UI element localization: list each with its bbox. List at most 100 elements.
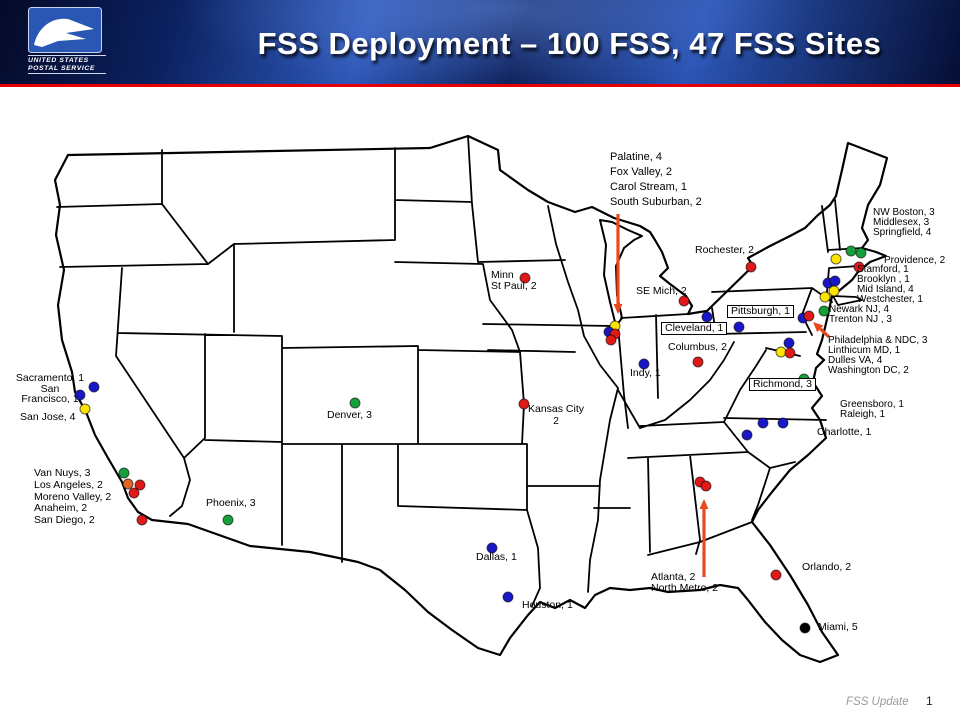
site-label-line: Middlesex, 3 — [873, 217, 930, 228]
site-label-charlotte: Charlotte, 1 — [817, 427, 871, 438]
site-dot-new-york — [819, 291, 831, 303]
site-label-line: North Metro, 2 — [651, 582, 719, 594]
site-label-line: South Suburban, 2 — [610, 196, 702, 208]
site-label-san-jose: San Jose, 4 — [20, 412, 75, 423]
site-dot-socal — [122, 478, 134, 490]
site-dot-sacramento-sf — [74, 389, 86, 401]
site-label-line: Atlanta, 2 — [651, 571, 696, 583]
site-label-line: Springfield, 4 — [873, 227, 932, 238]
site-dot-phoenix — [222, 514, 234, 526]
site-dot-chicago — [605, 334, 617, 346]
site-dot-sacramento-sf — [88, 381, 100, 393]
site-label-houston: Houston, 1 — [522, 600, 573, 611]
callout-arrow-philly-dc — [813, 322, 824, 333]
us-outline — [53, 134, 889, 664]
site-dots — [74, 245, 867, 634]
site-label-sacramento-sf: Sacramento, 1 San Francisco, 1 — [16, 373, 84, 405]
site-label-new-jersey: Newark NJ, 4 Trenton NJ , 3 — [829, 305, 892, 325]
site-dot-san-jose — [79, 403, 91, 415]
site-dot-boston — [855, 247, 867, 259]
site-dot-greensboro-raleigh — [757, 417, 769, 429]
long-island — [832, 295, 863, 306]
site-label-line: Moreno Valley, 2 — [34, 490, 112, 503]
site-dot-philly-dc — [803, 310, 815, 322]
site-label-line: Pittsburgh, 1 — [731, 305, 790, 317]
site-label-line: Dulles VA, 4 — [828, 355, 883, 366]
site-label-line: Philadelphia & NDC, 3 — [828, 335, 928, 346]
site-label-chicago: Palatine, 4 Fox Valley, 2 Carol Stream, 1 S… — [610, 150, 702, 210]
site-label-line: Washington DC, 2 — [828, 365, 909, 376]
site-label-indy: Indy, 1 — [630, 368, 661, 379]
callout-arrow-chicago — [613, 304, 623, 314]
site-dot-socal — [118, 467, 130, 479]
site-label-socal: Van Nuys, 3 Los Angeles, 2 Moreno Valley, … — [34, 467, 112, 527]
site-label-line: SE Mich, 2 — [636, 285, 687, 297]
site-label-line: Van Nuys, 3 — [34, 467, 91, 479]
site-dot-new-york — [828, 285, 840, 297]
site-dot-orlando — [770, 569, 782, 581]
site-label-orlando: Orlando, 2 — [802, 562, 851, 573]
site-label-se-michigan: SE Mich, 2 — [636, 286, 687, 297]
site-dot-rochester — [745, 261, 757, 273]
site-label-greensboro-raleigh: Greensboro, 1 Raleigh, 1 — [840, 400, 904, 420]
usps-eagle-icon — [28, 7, 102, 53]
site-dot-miami — [799, 622, 811, 634]
footer-page-number: 1 — [926, 694, 933, 708]
site-dot-houston — [502, 591, 514, 603]
site-dot-greensboro-raleigh — [777, 417, 789, 429]
site-label-rochester: Rochester, 2 — [695, 245, 754, 256]
site-label-philly-dc: Philadelphia & NDC, 3 Linthicum MD, 1 Dull… — [828, 336, 928, 376]
site-label-line: Cleveland, 1 — [665, 322, 724, 334]
site-label-phoenix: Phoenix, 3 — [206, 498, 256, 509]
site-label-pittsburgh: Pittsburgh, 1 — [727, 305, 794, 318]
site-label-line: Indy, 1 — [630, 367, 661, 379]
site-label-line: Francisco, 1 — [21, 393, 79, 405]
site-dot-socal — [136, 514, 148, 526]
site-label-dallas: Dallas, 1 — [476, 552, 517, 563]
site-label-line: Minn — [491, 269, 514, 281]
slide-header: UNITED STATES POSTAL SERVICE FSS Deploym… — [0, 0, 960, 87]
footer-doc-label: FSS Update — [846, 696, 909, 708]
site-label-line: Greensboro, 1 — [840, 399, 904, 410]
site-dot-socal — [128, 487, 140, 499]
site-label-line: Carol Stream, 1 — [610, 181, 688, 193]
site-label-line: San Diego, 2 — [34, 514, 95, 527]
callout-arrow-atlanta — [699, 499, 709, 509]
site-label-line: San — [40, 382, 60, 395]
site-label-line: St Paul, 2 — [491, 280, 537, 292]
usps-wordmark: UNITED STATES POSTAL SERVICE — [28, 55, 106, 74]
header-rule — [0, 84, 960, 87]
usps-logo: UNITED STATES POSTAL SERVICE — [28, 7, 106, 74]
site-label-providence: Providence, 2 — [884, 255, 945, 266]
site-dot-dallas — [486, 542, 498, 554]
site-label-line: Kansas City — [527, 403, 585, 415]
site-label-line: Raleigh, 1 — [840, 409, 886, 420]
site-label-line: Sacramento, 1 — [15, 372, 85, 384]
callout-arrows — [613, 214, 831, 577]
site-label-line: Mid Island, 4 — [857, 284, 914, 295]
site-label-line: Fox Valley, 2 — [610, 166, 672, 178]
site-dot-new-jersey — [818, 305, 830, 317]
site-dot-se-michigan — [678, 295, 690, 307]
site-dot-philly-dc — [784, 347, 796, 359]
site-label-line: Stamford, 1 — [857, 264, 909, 275]
callout-arrow-philly-dc — [819, 327, 831, 339]
site-label-kansas-city: Kansas City 2 — [528, 403, 584, 427]
site-label-line: Columbus, 2 — [668, 341, 727, 353]
site-dot-columbus — [692, 356, 704, 368]
site-label-line: Houston, 1 — [522, 599, 573, 611]
site-dot-socal — [134, 479, 146, 491]
site-label-line: Richmond, 3 — [753, 378, 812, 390]
site-label-line: Trenton NJ , 3 — [829, 314, 892, 325]
site-dot-atlanta — [700, 480, 712, 492]
site-label-line: Rochester, 2 — [695, 244, 754, 256]
site-label-miami: Miami, 5 — [818, 622, 858, 633]
usps-wordmark-line1: UNITED STATES — [28, 57, 89, 64]
site-dot-kansas-city — [518, 398, 530, 410]
site-label-columbus: Columbus, 2 — [668, 342, 727, 353]
site-dot-pittsburgh — [733, 321, 745, 333]
usps-wordmark-line2: POSTAL SERVICE — [28, 64, 96, 72]
site-label-line: Charlotte, 1 — [817, 426, 872, 438]
